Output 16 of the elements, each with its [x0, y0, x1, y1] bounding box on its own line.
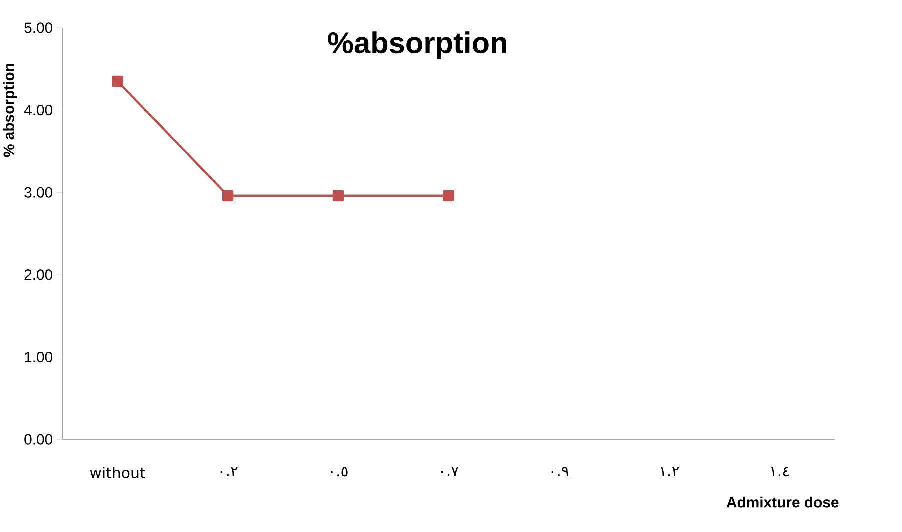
x-tick-label: ١.٢: [661, 466, 680, 476]
x-axis-title: Admixture dose: [726, 496, 839, 508]
y-tick-label: 1.00: [25, 352, 53, 362]
x-tick-label: ٠.٧: [442, 466, 459, 476]
x-tick-label: ٠.٩: [552, 466, 569, 476]
x-tick-label: ٠.٥: [331, 466, 348, 476]
chart-title: %absorption: [328, 31, 506, 60]
y-tick-label: 5.00: [24, 22, 53, 34]
x-tick-label: ٠.٢: [220, 466, 238, 476]
x-tick-label: ١.٤: [771, 466, 789, 476]
y-tick-label: 0.00: [24, 434, 53, 445]
y-tick-label: 3.00: [24, 187, 53, 198]
y-tick-label: 4.00: [24, 104, 53, 116]
y-tick-label: 2.00: [24, 269, 53, 280]
x-tick-label: without: [90, 466, 146, 478]
y-axis-title: % absorption: [3, 64, 18, 157]
